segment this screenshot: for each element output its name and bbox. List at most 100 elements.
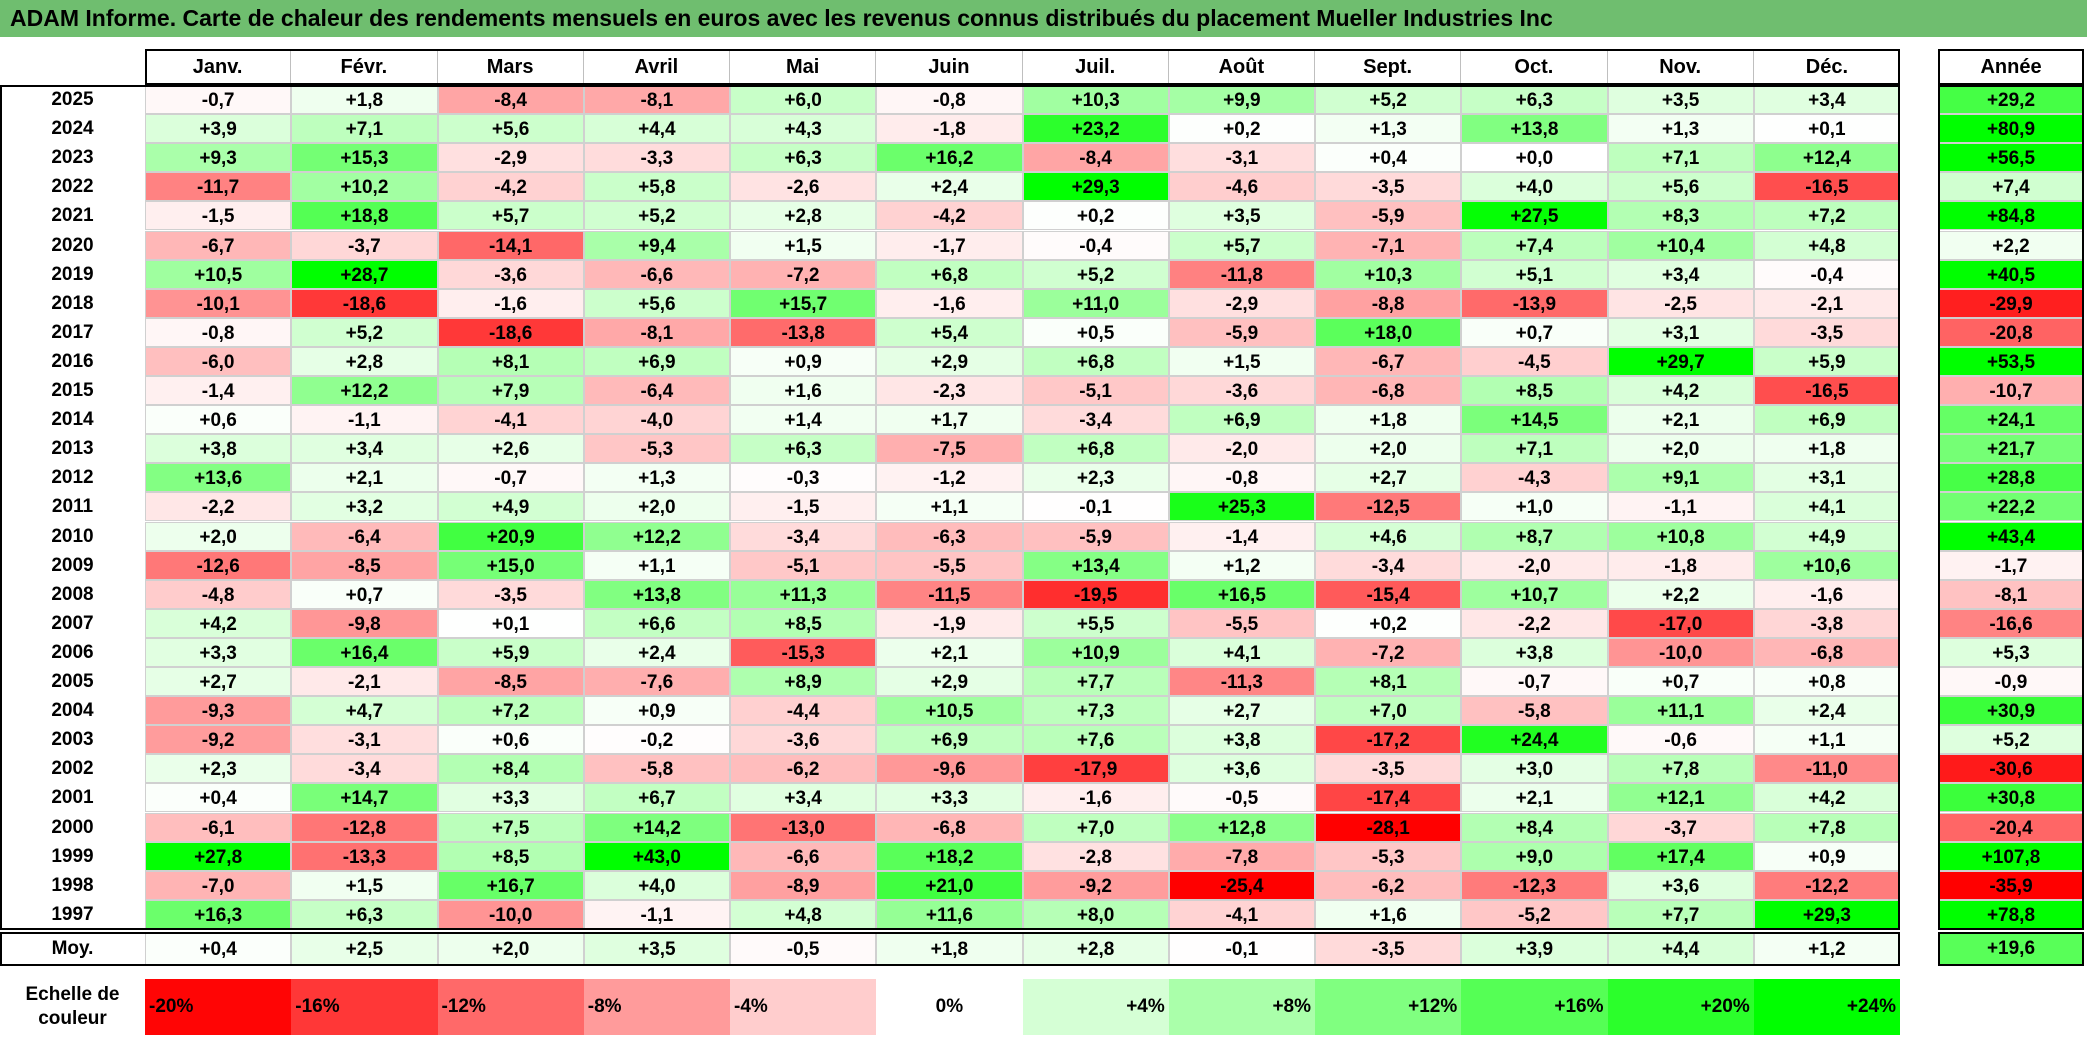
heatmap-cell: +7,5 (437, 812, 584, 842)
heatmap-cell: -1,6 (437, 288, 584, 318)
heatmap-cell: -12,3 (1461, 870, 1608, 900)
heatmap-cell: +10,4 (1607, 230, 1754, 260)
heatmap-cell: -2,0 (1461, 550, 1608, 580)
average-cell: +3,5 (583, 931, 730, 966)
heatmap-cell: -1,6 (1753, 579, 1900, 609)
heatmap-cell: -13,9 (1461, 288, 1608, 318)
heatmap-cell: -3,6 (730, 725, 877, 755)
heatmap-cell: -0,2 (583, 725, 730, 755)
row-year-label: 2001 (51, 787, 94, 809)
heatmap-cell: +4,9 (1753, 521, 1900, 551)
heatmap-cell: +14,7 (291, 783, 438, 813)
heatmap-cell: +1,1 (1753, 725, 1900, 755)
average-cell: +1,2 (1753, 931, 1900, 966)
annual-cell: +43,4 (1938, 521, 2084, 551)
heatmap-cell: -0,4 (1753, 259, 1900, 289)
heatmap-cell: +4,1 (1168, 637, 1315, 667)
annual-cell: +30,8 (1938, 783, 2084, 813)
heatmap-cell: -9,6 (876, 754, 1023, 784)
annual-cell: +24,1 (1938, 405, 2084, 435)
heatmap-cell: +3,2 (291, 492, 438, 522)
row-year-label: 2021 (51, 205, 94, 227)
heatmap-cell: +6,6 (583, 608, 730, 638)
heatmap-cell: -0,8 (145, 317, 292, 347)
column-header: Déc. (1805, 56, 1848, 78)
row-year-label: 2022 (51, 176, 94, 198)
heatmap-cell: +13,6 (145, 463, 292, 493)
heatmap-cell: +8,4 (1461, 812, 1608, 842)
heatmap-cell: -1,1 (583, 899, 730, 929)
heatmap-cell: +5,2 (583, 201, 730, 231)
heatmap-cell: +20,9 (437, 521, 584, 551)
heatmap-cell: +1,3 (1607, 114, 1754, 144)
heatmap-cell: -0,7 (145, 85, 292, 115)
heatmap-cell: +8,5 (730, 608, 877, 638)
heatmap-cell: +8,0 (1022, 899, 1169, 929)
annual-cell: +5,2 (1938, 725, 2084, 755)
average-cell: -0,1 (1168, 931, 1315, 966)
row-year-label: 2011 (51, 496, 94, 518)
heatmap-cell: +2,7 (1168, 696, 1315, 726)
heatmap-cell: +2,0 (583, 492, 730, 522)
heatmap-cell: +7,1 (1607, 143, 1754, 173)
heatmap-cell: +7,4 (1461, 230, 1608, 260)
annual-cell: -35,9 (1938, 870, 2084, 900)
heatmap-cell: +21,0 (876, 870, 1023, 900)
heatmap-cell: -11,7 (145, 172, 292, 202)
heatmap-cell: +16,7 (437, 870, 584, 900)
heatmap-cell: +8,4 (437, 754, 584, 784)
heatmap-cell: -5,3 (583, 434, 730, 464)
color-scale-label: Echelle de couleur (25, 984, 120, 1029)
column-header: Oct. (1461, 49, 1608, 85)
heatmap-cell: -0,1 (1022, 492, 1169, 522)
heatmap-cell: +8,7 (1461, 521, 1608, 551)
average-cell: -3,5 (1315, 931, 1462, 966)
heatmap-cell: -12,2 (1753, 870, 1900, 900)
heatmap-cell: +4,0 (583, 870, 730, 900)
annual-cell: +80,9 (1938, 114, 2084, 144)
heatmap-cell: +0,5 (1022, 317, 1169, 347)
heatmap-cell: -1,5 (145, 201, 292, 231)
heatmap-cell: +3,3 (145, 637, 292, 667)
heatmap-cell: +10,5 (876, 696, 1023, 726)
column-header: Févr. (291, 49, 438, 85)
heatmap-cell: +10,5 (145, 259, 292, 289)
annual-cell: -20,8 (1938, 317, 2084, 347)
heatmap-cell: +2,0 (1315, 434, 1462, 464)
heatmap-cell: -6,1 (145, 812, 292, 842)
heatmap-cell: +0,4 (145, 783, 292, 813)
heatmap-cell: +12,1 (1607, 783, 1754, 813)
heatmap-cell: -1,8 (876, 114, 1023, 144)
heatmap-cell: -15,4 (1315, 579, 1462, 609)
color-scale-swatch: 0% (876, 979, 1023, 1035)
row-year-label: 1998 (51, 874, 94, 896)
heatmap-cell: -1,4 (145, 376, 292, 406)
row-year-label: 2008 (51, 583, 94, 605)
heatmap-cell: +3,1 (1607, 317, 1754, 347)
heatmap-cell: +6,3 (1461, 85, 1608, 115)
heatmap-cell: -5,9 (1315, 201, 1462, 231)
color-scale-swatch: +12% (1315, 979, 1462, 1035)
heatmap-cell: +13,8 (583, 579, 730, 609)
heatmap-cell: +8,3 (1607, 201, 1754, 231)
heatmap-cell: -2,5 (1607, 288, 1754, 318)
heatmap-cell: +18,8 (291, 201, 438, 231)
heatmap-cell: -0,8 (1168, 463, 1315, 493)
heatmap-cell: +8,5 (437, 841, 584, 871)
heatmap-cell: +5,7 (437, 201, 584, 231)
heatmap-cell: -4,2 (437, 172, 584, 202)
column-header: Sept. (1315, 49, 1462, 85)
color-scale-swatch: -4% (730, 979, 877, 1035)
heatmap-cell: +0,7 (1461, 317, 1608, 347)
heatmap-cell: +1,8 (291, 85, 438, 115)
heatmap-cell: +9,0 (1461, 841, 1608, 871)
heatmap-cell: -8,5 (437, 667, 584, 697)
heatmap-cell: +18,2 (876, 841, 1023, 871)
heatmap-cell: +10,7 (1461, 579, 1608, 609)
heatmap-cell: +2,9 (876, 667, 1023, 697)
heatmap-cell: +9,9 (1168, 85, 1315, 115)
row-year-label: 2017 (51, 321, 94, 343)
heatmap-cell: +0,1 (1753, 114, 1900, 144)
heatmap-cell: -7,0 (145, 870, 292, 900)
